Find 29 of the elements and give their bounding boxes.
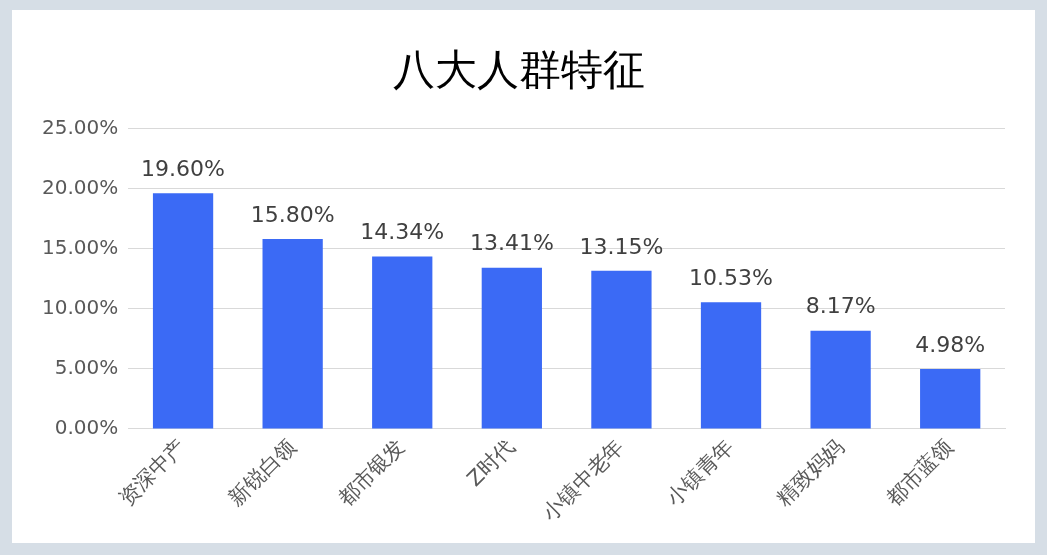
x-tick-label: 精致妈妈	[771, 434, 848, 511]
y-tick-label: 10.00%	[41, 294, 119, 319]
data-label: 15.80%	[250, 201, 335, 227]
bar	[700, 302, 762, 429]
y-tick-label: 15.00%	[41, 234, 119, 259]
bar	[372, 256, 433, 429]
data-label: 8.17%	[805, 293, 876, 319]
x-tick-label: Z时代	[462, 434, 520, 492]
x-tick-label: 都市银发	[333, 434, 410, 511]
data-label: 4.98%	[915, 331, 986, 357]
chart-title: 八大人群特征	[392, 45, 645, 95]
bar	[920, 369, 981, 429]
bar	[481, 267, 542, 429]
bar	[591, 270, 652, 429]
x-tick-label: 都市蓝领	[881, 434, 958, 511]
bar	[152, 193, 214, 429]
bar	[262, 239, 323, 429]
y-tick-label: 5.00%	[54, 355, 119, 380]
x-tick-label: 小镇中老年	[537, 434, 629, 526]
data-label: 19.60%	[141, 156, 225, 182]
data-label: 13.15%	[579, 233, 664, 259]
x-tick-label: 小镇青年	[662, 434, 739, 511]
y-tick-label: 25.00%	[41, 114, 119, 139]
data-label: 10.53%	[689, 265, 773, 291]
data-label: 14.34%	[360, 219, 445, 245]
data-label: 13.41%	[469, 230, 554, 256]
x-tick-label: 新锐白领	[223, 434, 301, 511]
y-tick-label: 20.00%	[41, 174, 119, 199]
bar	[810, 330, 871, 429]
